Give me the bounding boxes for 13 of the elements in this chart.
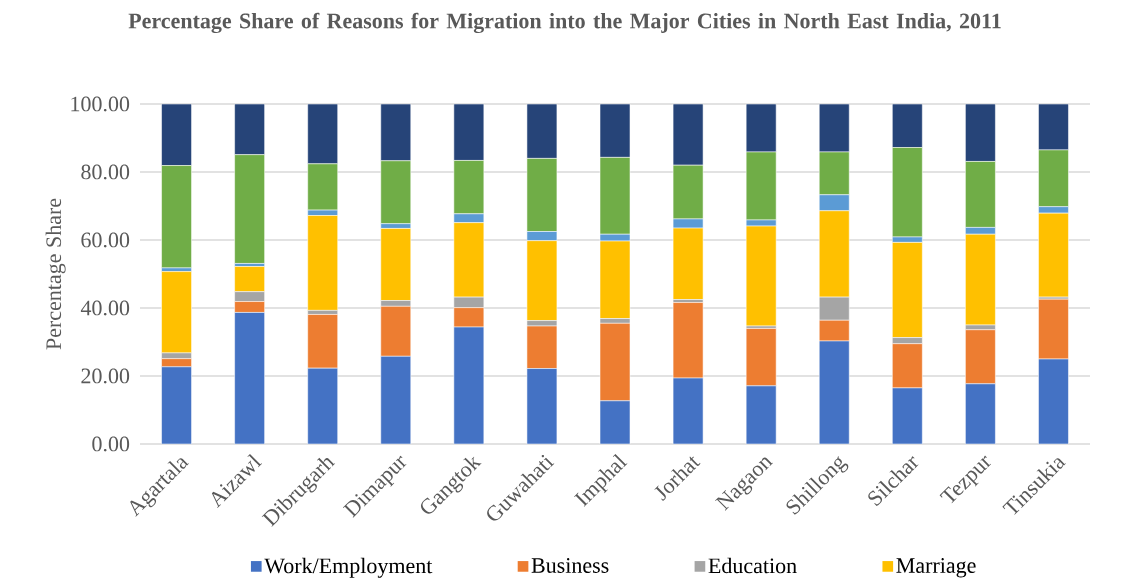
y-tick-label: 20.00	[81, 368, 130, 384]
chart-title: Percentage Share of Reasons for Migration into the Major Cities in North East India, 2011	[128, 12, 1001, 34]
legend-label: Marriage	[896, 558, 976, 578]
y-axis-title: Percentage Share	[45, 198, 66, 350]
legend-label: Education	[708, 557, 797, 574]
bar	[161, 271, 192, 354]
y-tick-label: 60.00	[81, 232, 130, 248]
legend-label: Work/Employment	[264, 557, 433, 578]
y-tick-label: 40.00	[80, 300, 130, 316]
y-tick-label: 0.00	[92, 436, 130, 452]
y-tick-label: 100.00	[71, 96, 130, 112]
y-tick-label: 80.00	[81, 164, 130, 180]
legend-label: Business	[531, 558, 609, 573]
